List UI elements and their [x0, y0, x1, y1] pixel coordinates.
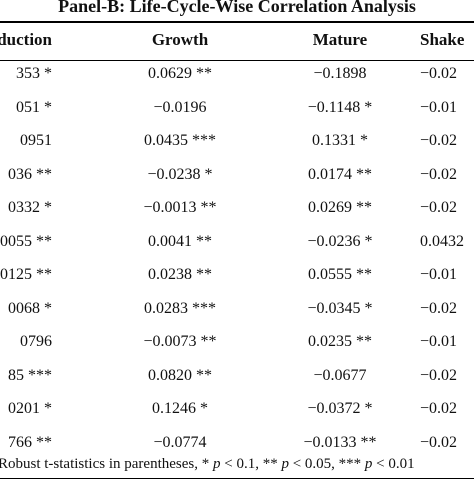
- cell-introduction: 051 *: [16, 98, 52, 116]
- cell-mature: −0.0133 **: [303, 433, 377, 451]
- cell-growth: −0.0073 **: [143, 333, 217, 350]
- cell-growth: −0.0196: [153, 98, 207, 116]
- cell-shakeout: −0.01: [420, 333, 458, 350]
- cell-mature: −0.0236 *: [307, 232, 373, 250]
- cell-shakeout: −0.02: [420, 199, 458, 216]
- header-mature: Mature: [312, 30, 368, 49]
- cell-shakeout: −0.01: [420, 266, 458, 283]
- cell-introduction: 0068 *: [8, 299, 52, 317]
- header-rule: [0, 60, 474, 61]
- cell-mature: −0.1898: [313, 65, 367, 82]
- cell-growth: 0.0041 **: [148, 232, 212, 250]
- header-growth: Growth: [151, 30, 209, 49]
- footnote-threshold-1: < 0.1, **: [220, 456, 282, 472]
- cell-shakeout: −0.02: [420, 400, 458, 417]
- cell-growth: 0.0435 ***: [144, 132, 216, 149]
- cell-shakeout: −0.02: [420, 433, 458, 451]
- cell-mature: 0.0174 **: [308, 165, 372, 183]
- cell-shakeout: −0.02: [420, 165, 458, 183]
- cell-mature: −0.0345 *: [307, 299, 373, 317]
- footnote-p: p: [281, 456, 289, 472]
- footnote-p: p: [212, 456, 221, 472]
- cell-introduction: 353 *: [16, 65, 52, 82]
- cell-growth: −0.0013 **: [143, 199, 217, 216]
- cell-shakeout: −0.02: [420, 65, 458, 82]
- cell-introduction: 85 ***: [8, 366, 52, 384]
- cell-growth: −0.0238 *: [147, 165, 213, 183]
- cell-mature: 0.0235 **: [308, 333, 372, 350]
- cell-shakeout: −0.02: [420, 299, 458, 317]
- cell-mature: 0.0555 **: [308, 266, 372, 283]
- cell-introduction: 0055 **: [0, 232, 52, 250]
- cell-growth: −0.0774: [153, 433, 207, 451]
- cell-growth: 0.0629 **: [148, 65, 212, 82]
- cell-introduction: 0796: [20, 333, 52, 350]
- cell-shakeout: −0.01: [420, 98, 458, 116]
- footnote-threshold-3: < 0.01: [372, 456, 415, 472]
- cell-mature: 0.0269 **: [308, 199, 372, 216]
- cell-growth: 0.0238 **: [148, 266, 212, 283]
- cell-introduction: 766 **: [8, 433, 52, 451]
- cell-mature: 0.1331 *: [312, 132, 368, 149]
- cell-shakeout: 0.0432: [420, 232, 464, 250]
- footnote: Robust t-statistics in parentheses, * p …: [0, 455, 415, 473]
- cell-introduction: 0125 **: [0, 266, 52, 283]
- cell-mature: −0.1148 *: [307, 98, 373, 116]
- footnote-prefix: Robust t-statistics in parentheses, *: [0, 456, 213, 472]
- cell-introduction: 0201 *: [8, 400, 52, 417]
- cell-growth: 0.1246 *: [152, 400, 208, 417]
- cell-mature: −0.0372 *: [307, 400, 373, 417]
- header-shakeout: Shake: [420, 30, 465, 49]
- top-rule: [0, 21, 474, 23]
- cell-growth: 0.0283 ***: [144, 299, 216, 317]
- panel-title: Panel-B: Life-Cycle-Wise Correlation Ana…: [58, 0, 416, 16]
- footnote-p: p: [364, 456, 373, 472]
- cell-shakeout: −0.02: [420, 132, 458, 149]
- cell-shakeout: −0.02: [420, 366, 458, 384]
- cell-introduction: 0951: [20, 132, 52, 149]
- footnote-threshold-2: < 0.05, ***: [288, 456, 365, 472]
- cell-mature: −0.0677: [313, 366, 367, 384]
- cell-introduction: 0332 *: [8, 199, 52, 216]
- cell-growth: 0.0820 **: [148, 366, 212, 384]
- header-introduction: duction: [0, 30, 52, 49]
- cell-introduction: 036 **: [8, 165, 52, 183]
